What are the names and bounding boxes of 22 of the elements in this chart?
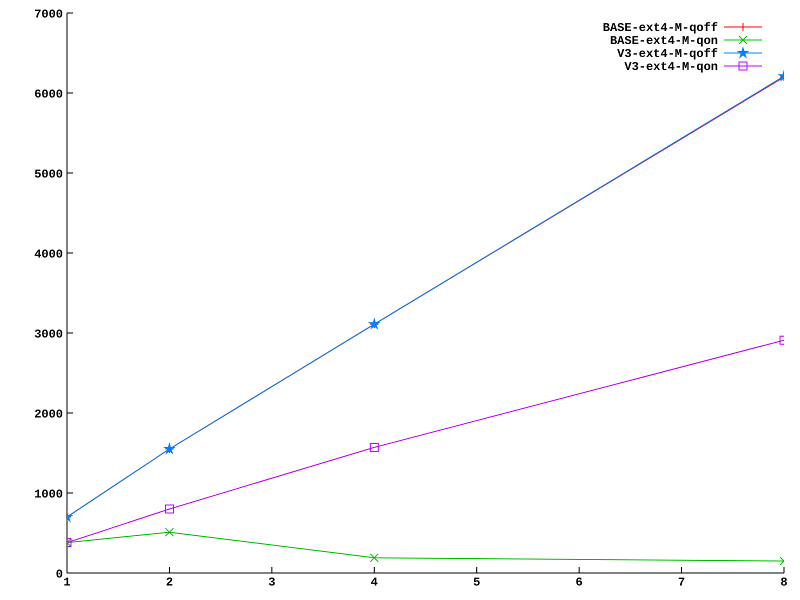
x-tick-label: 5 bbox=[473, 576, 480, 590]
point bbox=[370, 442, 379, 452]
legend-label: BASE-ext4-M-qoff bbox=[602, 21, 718, 35]
x-tick-label: 4 bbox=[370, 576, 378, 590]
x-tick-label: 1 bbox=[63, 576, 71, 590]
y-tick-label: 7000 bbox=[34, 7, 63, 22]
legend-label: BASE-ext4-M-qon bbox=[610, 34, 718, 48]
x-tick-label: 7 bbox=[678, 576, 686, 590]
y-tick-label: 3000 bbox=[34, 327, 63, 342]
y-tick-label: 2000 bbox=[34, 407, 63, 422]
point bbox=[164, 504, 174, 514]
x-tick-label: 3 bbox=[268, 576, 276, 590]
legend-label: V3-ext4-M-qon bbox=[624, 60, 718, 74]
y-tick-label: 6000 bbox=[34, 87, 63, 102]
x-tick-label: 2 bbox=[166, 576, 174, 590]
y-tick-label: 4000 bbox=[34, 247, 63, 262]
y-tick-label: 5000 bbox=[34, 167, 63, 182]
x-tick-label: 8 bbox=[780, 576, 788, 590]
y-tick-label: 0 bbox=[56, 567, 63, 582]
legend-label: V3-ext4-M-qoff bbox=[617, 47, 718, 61]
y-tick-label: 1000 bbox=[34, 487, 63, 502]
x-tick-label: 6 bbox=[576, 576, 583, 590]
